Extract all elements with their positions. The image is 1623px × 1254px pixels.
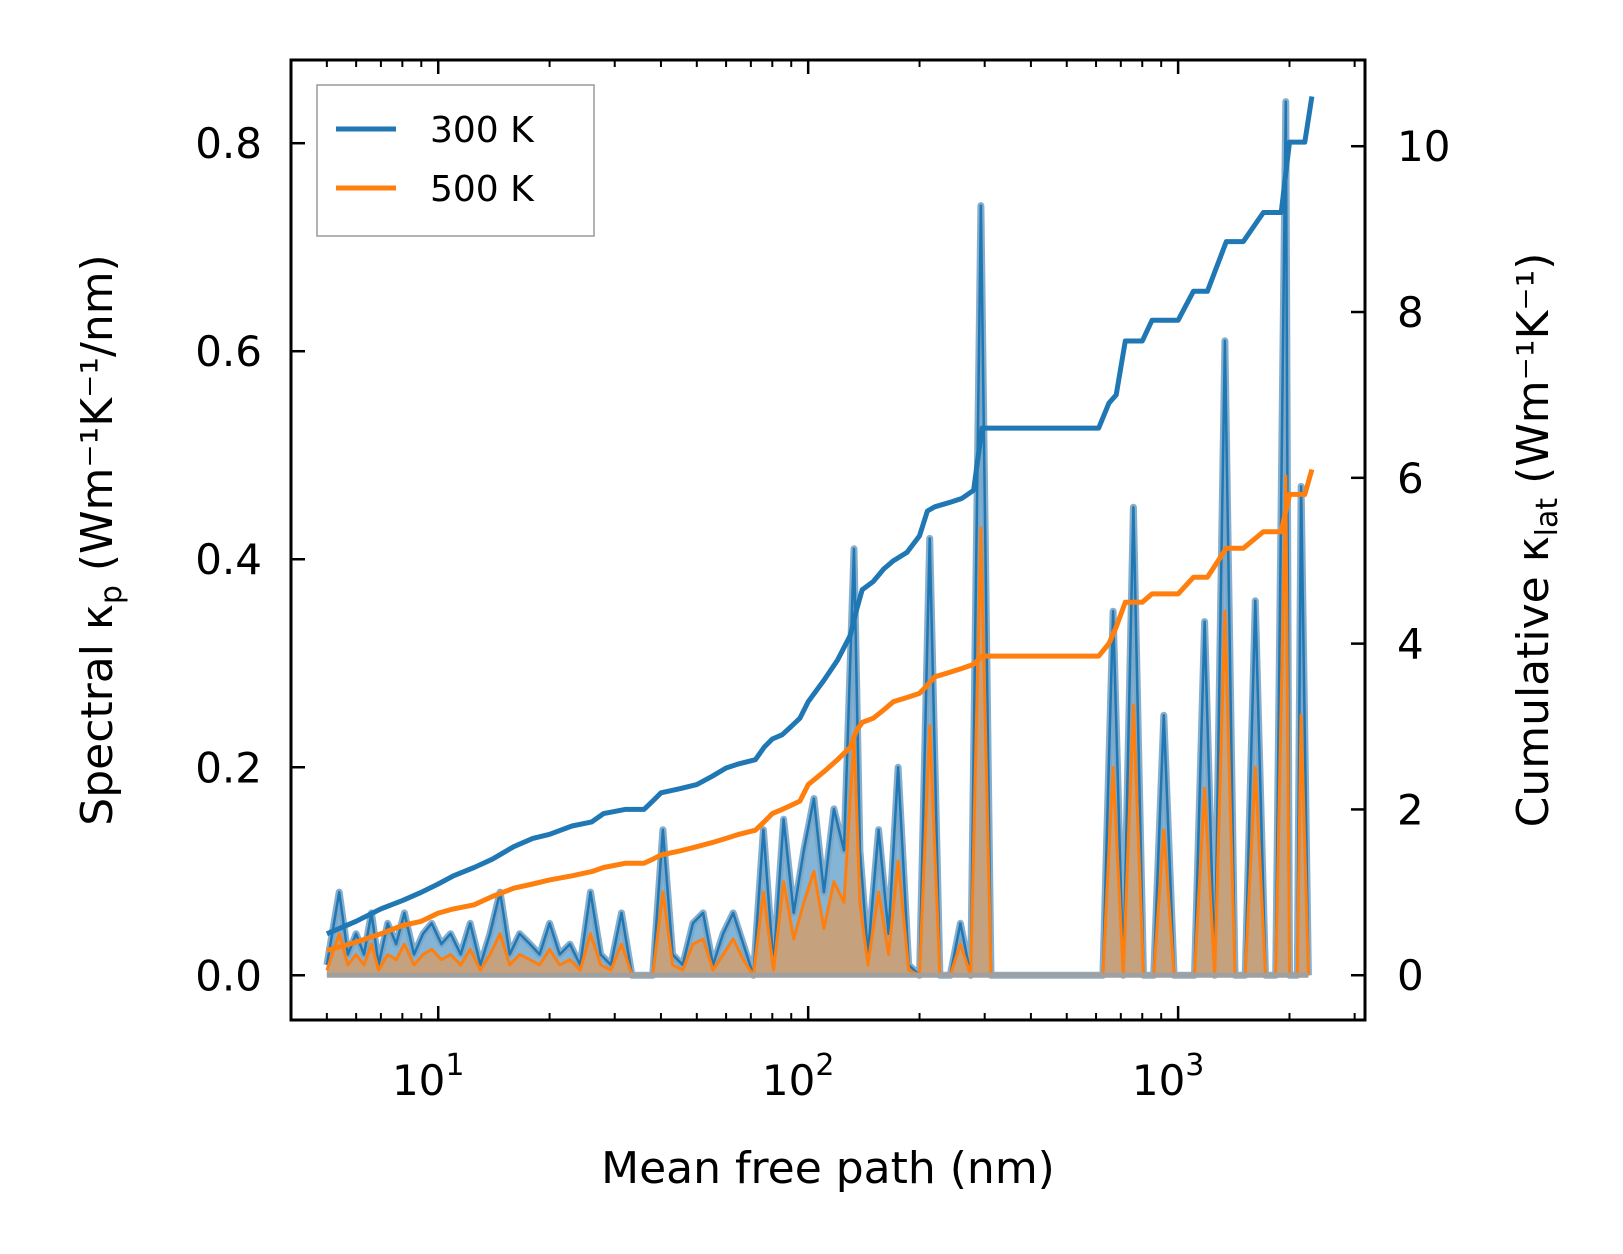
legend: 300 K 500 K xyxy=(316,84,595,237)
y-right-tick-label-4: 8 xyxy=(1397,288,1424,337)
x-tick-label-exp-0: 1 xyxy=(445,1048,464,1083)
y-axis-left-title-units: (Wm⁻¹K⁻¹/nm) xyxy=(72,254,123,585)
y-axis-left-title-main: Spectral κ xyxy=(72,604,123,826)
y-left-tick-label-0: 0.0 xyxy=(195,951,262,1000)
x-tick-label-exp-1: 2 xyxy=(815,1048,834,1083)
x-axis-title: Mean free path (nm) xyxy=(601,1143,1055,1194)
legend-box xyxy=(316,84,595,237)
x-tick-label-2: 103 xyxy=(1132,1048,1205,1105)
cumulative-300k-line xyxy=(325,96,1315,937)
y-right-tick-label-2: 4 xyxy=(1397,620,1424,669)
y-left-tick-label-3: 0.6 xyxy=(195,327,262,376)
axes-frame xyxy=(289,58,1367,1022)
y-right-tick-label-1: 2 xyxy=(1397,785,1424,834)
y-axis-right-title: Cumulative κlat (Wm⁻¹K⁻¹) xyxy=(1508,253,1565,828)
y-axis-left-title: Spectral κp (Wm⁻¹K⁻¹/nm) xyxy=(72,254,129,825)
y-right-tick-label-0: 0 xyxy=(1397,951,1424,1000)
y-axis-left-title-sub: p xyxy=(94,585,129,604)
legend-label-300k: 300 K xyxy=(430,110,535,151)
x-tick-label-exp-2: 3 xyxy=(1185,1048,1204,1083)
y-left-tick-label-2: 0.4 xyxy=(195,535,262,584)
spectral-500k-area xyxy=(326,476,1309,976)
y-left-tick-label-4: 0.8 xyxy=(195,119,262,168)
y-axis-right-title-units: (Wm⁻¹K⁻¹) xyxy=(1508,253,1559,498)
y-left-tick-label-1: 0.2 xyxy=(195,743,262,792)
y-right-tick-label-5: 10 xyxy=(1397,122,1450,171)
spectral-500k-line xyxy=(325,474,1310,977)
y-right-tick-label-3: 6 xyxy=(1397,454,1424,503)
plot-area xyxy=(323,96,1315,979)
cumulative-500k-line xyxy=(326,468,1315,953)
y-axis-right-title-main: Cumulative κ xyxy=(1508,536,1559,827)
y-axis-right-title-sub: lat xyxy=(1530,498,1565,537)
legend-label-500k: 500 K xyxy=(430,169,535,210)
x-tick-label-1: 102 xyxy=(762,1048,835,1105)
